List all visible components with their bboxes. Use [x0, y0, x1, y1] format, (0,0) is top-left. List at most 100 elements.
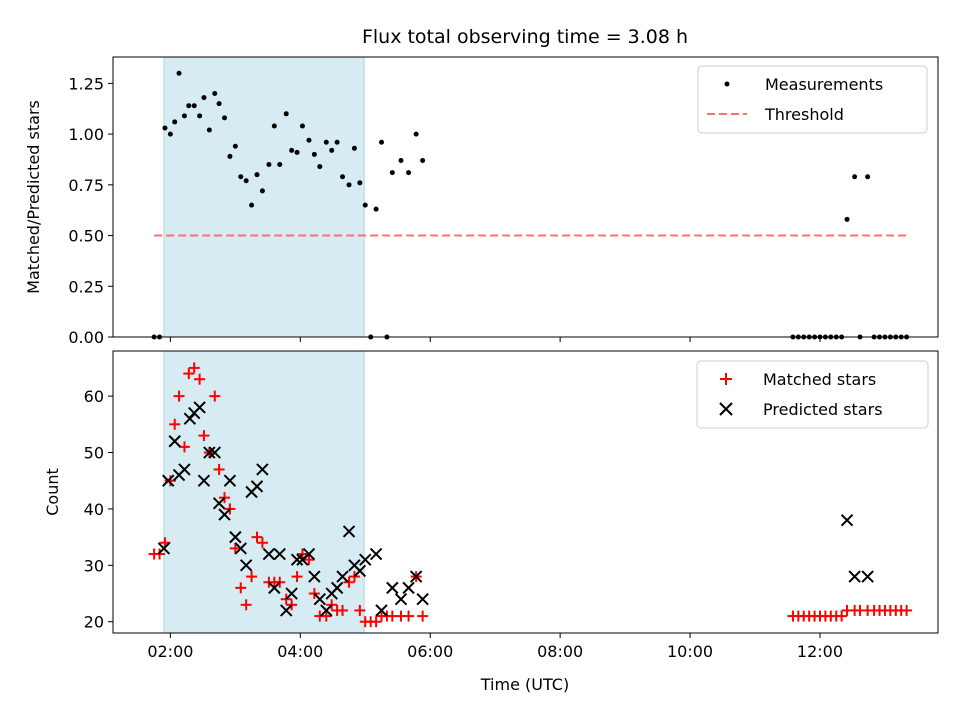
x-tick-label: 02:00	[147, 642, 193, 661]
y-tick-label: 0.75	[68, 176, 104, 195]
predicted-point	[285, 587, 298, 600]
legend-swatch-matched	[720, 373, 732, 385]
x-tick-label: 12:00	[797, 642, 843, 661]
measurement-point	[172, 119, 178, 125]
matched-point	[274, 576, 286, 588]
predicted-point	[162, 474, 175, 487]
matched-point	[235, 582, 247, 594]
measurement-point	[362, 202, 368, 208]
predicted-point	[193, 401, 206, 414]
measurement-point	[373, 206, 379, 212]
predicted-point	[313, 592, 326, 606]
panel-counts-frame	[112, 350, 939, 634]
measurement-point	[398, 157, 404, 163]
panel-ratio: 0.00 0.25 0.50 0.75 1.00 1.25 Matched/Predict…	[24, 56, 939, 347]
y-tick-label: 20	[84, 613, 104, 632]
legend-box	[696, 360, 929, 429]
matched-point	[251, 531, 263, 543]
measurement-point	[340, 174, 346, 180]
predicted-point	[416, 592, 429, 606]
predicted-point	[256, 463, 269, 476]
measurement-point	[306, 137, 312, 143]
predicted-point	[386, 581, 399, 595]
y-tick-label: 1.25	[68, 74, 104, 93]
panel-counts-legend: Matched stars Predicted stars	[696, 360, 929, 429]
measurement-point	[317, 164, 323, 170]
measurement-point	[206, 127, 212, 133]
predicted-point	[212, 497, 226, 510]
legend-label-predicted: Predicted stars	[763, 400, 883, 419]
measurement-point	[238, 174, 244, 180]
predicted-point	[280, 604, 293, 617]
predicted-point	[223, 474, 237, 487]
measurement-point	[283, 111, 289, 117]
matched-point	[209, 390, 221, 402]
predicted-point	[197, 474, 211, 487]
measurement-point	[346, 182, 352, 188]
chart-title: Flux total observing time = 3.08 h	[362, 26, 688, 48]
matched-point	[343, 576, 355, 588]
panel-ratio-shaded-span	[163, 56, 365, 338]
predicted-point	[840, 513, 854, 527]
matched-point	[246, 571, 258, 583]
predicted-point	[308, 570, 321, 583]
measurement-point	[216, 101, 222, 107]
predicted-point	[262, 547, 276, 561]
measurement-point	[277, 162, 283, 168]
predicted-point	[239, 559, 253, 572]
measurement-point	[299, 123, 305, 129]
predicted-point	[375, 604, 388, 617]
matched-point	[224, 503, 236, 515]
measurement-point	[294, 149, 300, 155]
matched-point	[354, 604, 366, 616]
legend-swatch-measurements	[724, 81, 730, 87]
measurement-point	[406, 170, 412, 176]
measurement-point	[413, 131, 419, 137]
matched-point	[417, 610, 429, 622]
measurement-point	[232, 143, 238, 149]
legend-label-threshold: Threshold	[764, 105, 844, 124]
measurement-point	[167, 131, 173, 137]
matched-point	[183, 368, 195, 380]
y-tick-label: 50	[84, 444, 104, 463]
measurement-point	[357, 180, 363, 186]
predicted-point	[342, 525, 356, 538]
predicted-point	[353, 564, 367, 578]
measurement-point	[379, 139, 385, 145]
measurement-point	[865, 174, 871, 180]
matched-point	[320, 610, 332, 622]
measurement-point	[227, 153, 233, 159]
matched-point	[337, 604, 349, 616]
legend-box	[697, 65, 928, 134]
matched-point	[348, 571, 360, 583]
measurement-point	[197, 113, 203, 119]
matched-point	[229, 542, 241, 554]
measurement-point	[329, 147, 335, 153]
y-tick-label: 60	[84, 387, 104, 406]
matched-point	[370, 616, 382, 628]
measurement-point	[249, 202, 255, 208]
matched-point	[308, 588, 320, 600]
measurement-point	[271, 123, 277, 129]
y-tick-label: 0.25	[68, 277, 104, 296]
matched-point	[403, 610, 415, 622]
measurement-point	[222, 115, 228, 121]
y-tick-label: 1.00	[68, 125, 104, 144]
panel-counts: 20 30 40 50 60 02:00 04:00 06:00 08:00 10:00 12:0…	[43, 350, 939, 661]
measurement-point	[191, 103, 197, 109]
y-tick-label: 30	[84, 556, 104, 575]
matched-point	[836, 610, 848, 622]
x-tick-label: 08:00	[537, 642, 583, 661]
predicted-point	[409, 570, 423, 583]
predicted-point	[178, 463, 191, 476]
matched-point	[286, 599, 298, 611]
measurement-point	[176, 70, 182, 76]
predicted-point	[250, 480, 264, 493]
panel-counts-shaded-span	[163, 350, 365, 634]
predicted-point	[861, 570, 874, 583]
matched-point	[303, 554, 315, 566]
legend-label-measurements: Measurements	[765, 75, 883, 94]
predicted-point	[157, 542, 171, 555]
y-tick-label: 0.00	[68, 328, 104, 347]
